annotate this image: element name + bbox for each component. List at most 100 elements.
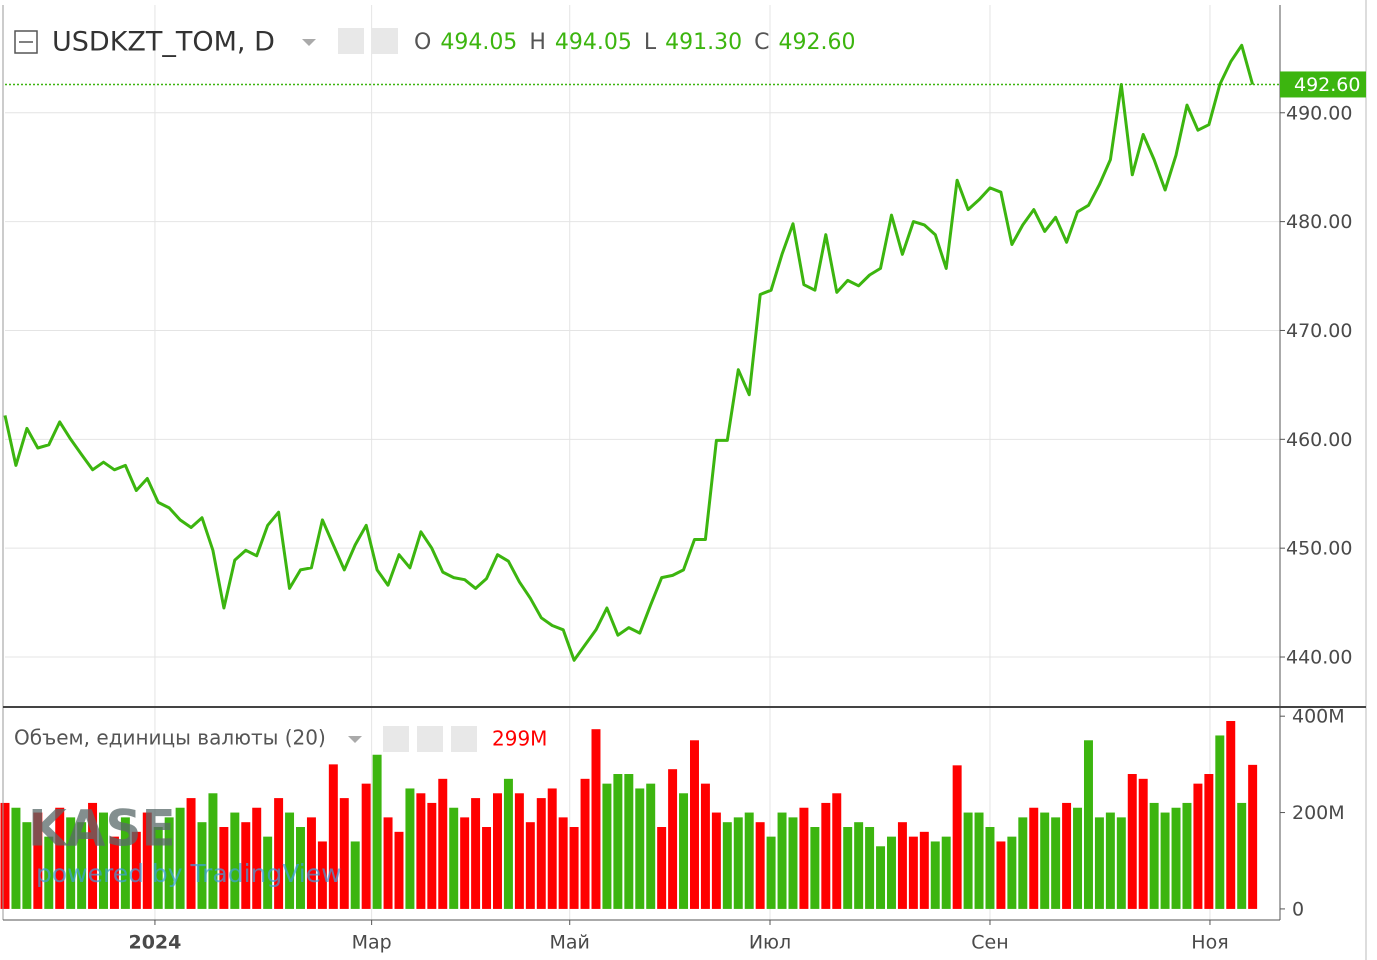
volume-bar [1182,802,1192,909]
y-tick-label: 0 [1292,898,1304,920]
price-line [3,43,1280,662]
settings-button[interactable] [372,28,398,54]
volume-bar [876,846,886,909]
volume-bar [1226,721,1236,909]
volume-bar [1215,735,1225,909]
volume-bar [306,817,316,909]
volume-bar [263,836,273,909]
volume-bar [1237,802,1247,909]
x-tick-label: Мар [352,932,392,954]
price-line [3,43,1255,662]
volume-bar [733,817,743,909]
ohlc-value: 491.30 [665,30,742,55]
x-tick-label: Июл [749,932,791,954]
volume-bar [854,822,864,909]
last-price-label: 492.60 [1294,74,1360,96]
volume-bar [657,827,667,909]
eye-button[interactable] [338,28,364,54]
volume-bar [1040,812,1050,909]
ohlc-name: C [754,30,769,55]
volume-bar [503,778,513,909]
volume-bar [460,817,470,909]
volume-bar [208,793,218,909]
volume-bar [296,827,305,909]
volume-bar [525,822,535,909]
watermark: KASE powered by TradingView [28,800,342,889]
volume-bar [33,812,43,909]
volume-bar [66,817,76,909]
symbol-title: USDKZT_TOM, D [52,27,275,58]
volume-bar [219,827,229,909]
volume-bar [886,836,896,909]
volume-bar [832,793,842,909]
volume-bar [963,812,973,909]
volume-bar [44,836,54,909]
volume-bar [602,783,612,909]
volume-bar [974,812,984,909]
volume-bar [55,807,65,909]
y-tick-label: 460.00 [1286,429,1352,451]
volume-bar [591,729,601,909]
volume-bar [799,807,809,909]
watermark-text: powered by TradingView [36,859,342,888]
volume-bar [536,798,546,909]
volume-bar [777,812,787,909]
volume-bar [1007,836,1017,909]
volume-bar [186,798,196,909]
volume-bar [1073,807,1083,909]
settings-button[interactable] [417,726,443,752]
volume-bar [952,765,962,909]
volume-bar [361,783,371,909]
volume-bar [569,827,579,909]
volume-bar [11,807,21,909]
x-tick-label: Май [550,932,590,954]
ohlc-name: L [644,30,657,55]
volume-bar [1116,817,1126,909]
x-tick-label: Сен [971,932,1008,954]
volume-bar [1138,778,1148,909]
volume-bar [482,827,492,909]
volume-bar [131,831,141,909]
dropdown-arrow[interactable] [302,39,316,46]
volume-bar [427,802,437,909]
volume-last-value: 299M [492,727,547,751]
volume-bar [493,793,502,909]
volume-bar [88,802,98,909]
volume-bar [744,812,754,909]
volume-bar [810,827,820,909]
volume-bar [471,798,481,909]
volume-bar [788,817,798,909]
volume-bar [1171,807,1181,909]
close-button[interactable] [451,726,477,752]
y-tick-label: 470.00 [1286,320,1352,342]
grid [5,5,1280,920]
y-tick-label: 490.00 [1286,102,1352,124]
volume-bar [164,817,174,909]
volume-bar [350,841,360,909]
volume-bar [120,817,130,909]
volume-bar [77,822,87,909]
volume-bar [1193,783,1203,909]
volume-bar [755,822,765,909]
volume-bar [1094,817,1104,909]
volume-bar [1204,774,1214,909]
volume-bar [285,812,295,909]
volume-bar [843,827,853,909]
collapse-button[interactable] [14,30,38,54]
volume-bar [109,836,119,909]
volume-bar [241,822,251,909]
volume-bar [175,807,185,909]
volume-bar [153,827,163,909]
y-tick-label: 480.00 [1286,211,1352,233]
volume-bar [580,778,590,909]
volume-bar [635,788,645,909]
volume-bar [274,798,284,909]
volume-bar [1029,807,1039,909]
eye-button[interactable] [383,726,409,752]
x-tick-label: 2024 [128,932,181,954]
volume-bar [394,831,404,909]
dropdown-arrow[interactable] [348,736,362,743]
volume-bar [438,778,448,909]
volume-bar [514,793,524,909]
volume-bar [328,764,338,909]
